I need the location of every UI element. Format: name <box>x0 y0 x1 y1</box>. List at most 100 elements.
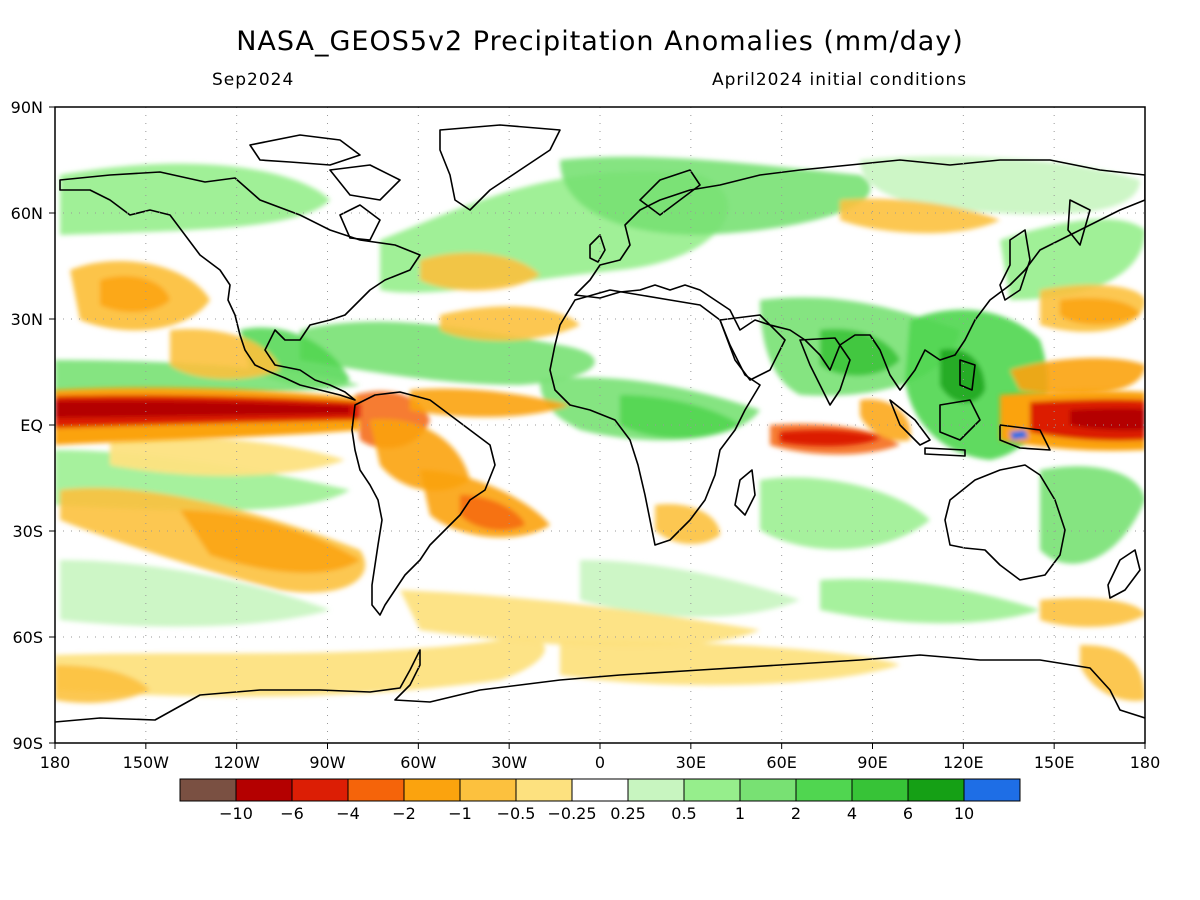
colorbar-label: −10 <box>219 804 253 823</box>
colorbar-swatch <box>571 778 629 802</box>
lon-label: 30E <box>676 753 706 772</box>
coastline-greenland <box>439 124 561 211</box>
anomaly-patch <box>170 329 280 380</box>
anomaly-patch <box>1060 298 1140 325</box>
coastline-new-zealand <box>1107 549 1141 599</box>
anomaly-patch <box>560 640 900 686</box>
lat-label: 30S <box>12 522 43 541</box>
coastline-australia <box>944 464 1066 581</box>
anomaly-patch <box>760 477 930 550</box>
anomaly-patch <box>580 560 800 617</box>
anomaly-patch <box>55 400 350 418</box>
colorbar-swatch <box>347 778 405 802</box>
lat-label: 90S <box>12 734 43 753</box>
lon-label: 150W <box>123 753 170 772</box>
coastline-eurasia <box>574 159 1145 391</box>
subtitle-month: Sep2024 <box>212 70 295 90</box>
colorbar-swatch <box>851 778 909 802</box>
colorbar-label: 2 <box>791 804 801 823</box>
anomaly-patch <box>1000 219 1145 300</box>
lon-label: 90E <box>857 753 887 772</box>
colorbar-swatch <box>683 778 741 802</box>
colorbar-label: 1 <box>735 804 745 823</box>
lon-label: 60W <box>400 753 436 772</box>
strong-anomaly-bands <box>55 387 1145 451</box>
colorbar-swatch <box>291 778 349 802</box>
lat-label: 60N <box>11 204 43 223</box>
map-title: NASA_GEOS5v2 Precipitation Anomalies (mm… <box>236 26 964 57</box>
colorbar-labels: −10 −6 −4 −2 −1 −0.5 −0.25 0.25 0.5 1 2 4 6 10 <box>219 804 974 823</box>
colorbar-swatch <box>627 778 685 802</box>
anomaly-patch <box>560 156 871 235</box>
colorbar-label: −0.5 <box>497 804 536 823</box>
coastline-japan <box>999 229 1031 301</box>
anomaly-patch <box>60 163 330 235</box>
lon-label: 60E <box>766 753 796 772</box>
coastline-india <box>799 337 851 406</box>
lon-label: 120W <box>213 753 260 772</box>
coastline-java <box>924 447 966 457</box>
lat-label: 60S <box>12 628 43 647</box>
colorbar-swatch <box>963 778 1021 802</box>
anomaly-patch <box>300 321 595 385</box>
coastline-new-guinea <box>999 424 1051 451</box>
anomaly-patch <box>440 306 580 341</box>
lat-label: 30N <box>11 310 43 329</box>
lat-label: EQ <box>20 416 43 435</box>
lon-label: 180 <box>40 753 71 772</box>
coastline-sumatra <box>889 399 931 446</box>
lon-label: 90W <box>309 753 345 772</box>
coastline-borneo <box>939 399 981 441</box>
anomaly-patch <box>460 495 525 531</box>
anomaly-patch <box>410 388 570 417</box>
colorbar-label: 0.25 <box>610 804 646 823</box>
anomaly-patch <box>180 510 360 573</box>
anomaly-patch <box>860 399 911 441</box>
anomaly-patch <box>1040 466 1145 564</box>
coastline-madagascar <box>734 469 756 516</box>
colorbar-swatch <box>907 778 965 802</box>
coastline-arabia <box>719 314 786 381</box>
colorbar <box>179 778 1021 802</box>
anomaly-patch <box>940 349 985 403</box>
coastline-scandinavia <box>639 169 701 216</box>
coastline-kamchatka <box>1067 199 1091 246</box>
lon-label: 30W <box>491 753 527 772</box>
anomaly-patch <box>840 198 1000 234</box>
subtitle-initial-conditions: April2024 initial conditions <box>712 70 968 90</box>
longitude-labels: 180 150W 120W 90W 60W 30W 0 30E 60E 90E 120E 150E 18… <box>40 743 1161 772</box>
anomaly-patch <box>820 579 1040 624</box>
lon-label: 0 <box>595 753 605 772</box>
graticule <box>55 107 1145 743</box>
colorbar-swatch <box>515 778 573 802</box>
colorbar-label: −0.25 <box>547 804 596 823</box>
colorbar-swatch <box>795 778 853 802</box>
colorbar-swatch <box>459 778 517 802</box>
colorbar-label: −6 <box>280 804 304 823</box>
coastline-antarctica <box>55 649 1145 723</box>
colorbar-label: 6 <box>903 804 913 823</box>
coastline-africa <box>549 289 761 546</box>
colorbar-swatch <box>179 778 237 802</box>
colorbar-label: −4 <box>336 804 360 823</box>
colorbar-label: −1 <box>448 804 472 823</box>
anomaly-patch <box>655 504 720 545</box>
lat-label: 90N <box>11 98 43 117</box>
coastlines <box>55 124 1145 723</box>
anomaly-patch <box>110 436 345 476</box>
coastline-arctic-islands <box>249 134 361 166</box>
anomaly-patch <box>55 665 150 703</box>
anomaly-patch <box>60 560 330 627</box>
colorbar-swatch <box>403 778 461 802</box>
anomaly-patch <box>820 329 900 376</box>
colorbar-label: 4 <box>847 804 857 823</box>
coastline-arctic-islands <box>329 164 401 201</box>
colorbar-swatch <box>235 778 293 802</box>
anomaly-patch <box>420 252 540 291</box>
latitude-labels: 90N 60N 30N EQ 30S 60S 90S <box>11 98 55 753</box>
lon-label: 180 <box>1130 753 1161 772</box>
anomaly-patch <box>55 638 545 697</box>
coastline-hudson-bay <box>339 204 381 241</box>
lon-label: 120E <box>943 753 984 772</box>
